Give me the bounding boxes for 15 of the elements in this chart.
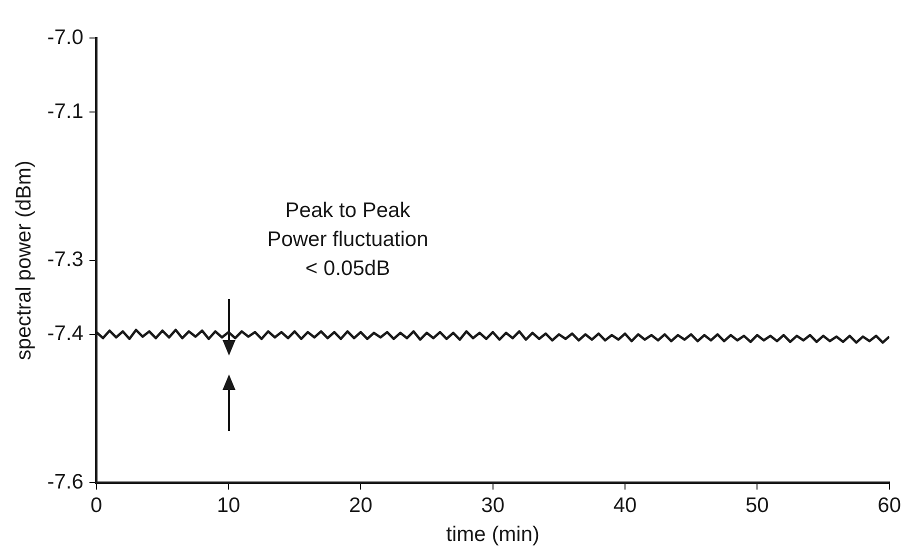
- x-tick-label: 20: [349, 494, 372, 517]
- y-tick-label: -7.0: [47, 26, 84, 49]
- x-tick-label: 30: [481, 494, 505, 517]
- y-tick-label: -7.6: [47, 470, 84, 494]
- x-tick-label: 10: [216, 494, 240, 517]
- annotation: Peak to Peak Power fluctuation < 0.05dB: [267, 199, 428, 280]
- y-tick-label: -7.3: [47, 248, 84, 272]
- x-axis-title: time (min): [446, 523, 540, 546]
- y-axis-title: spectral power (dBm): [12, 160, 36, 360]
- x-tick-label: 50: [745, 494, 769, 517]
- x-tick-label: 0: [90, 494, 102, 517]
- y-tick-label: -7.1: [47, 100, 84, 123]
- x-tick-label: 60: [878, 494, 901, 517]
- x-tick-label: 40: [613, 494, 637, 517]
- y-tick-label: -7.4: [47, 322, 84, 346]
